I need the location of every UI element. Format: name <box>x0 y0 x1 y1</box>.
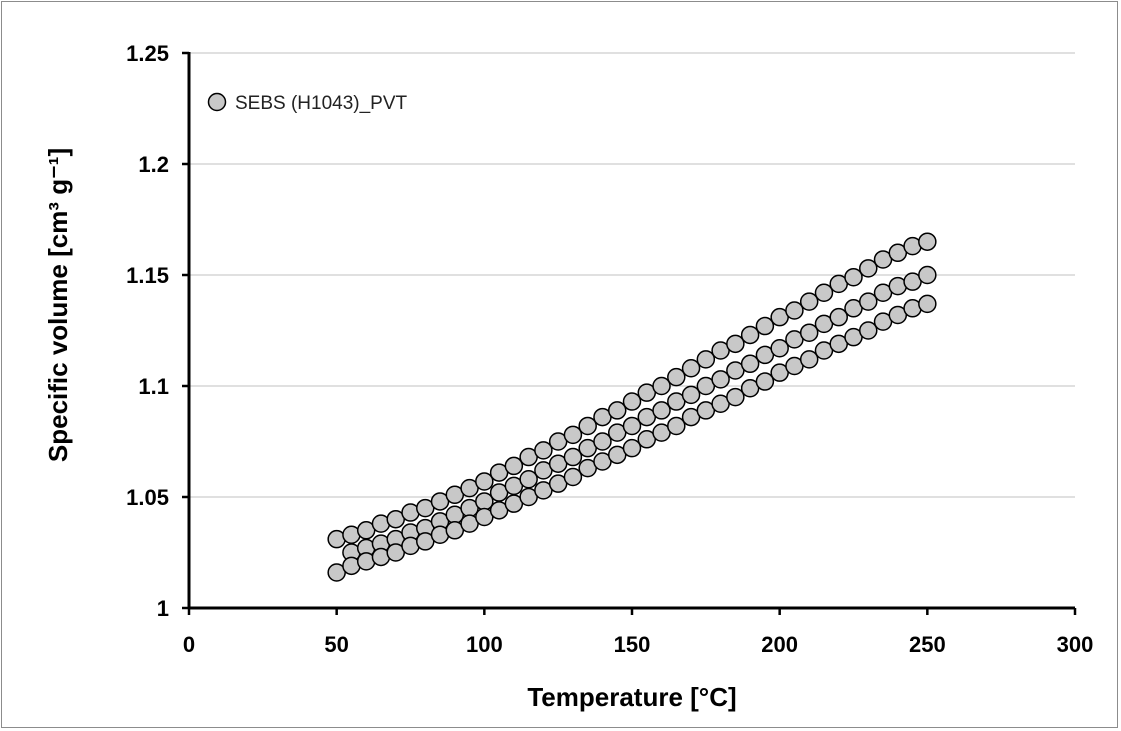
y-axis-title: Specific volume [cm³ g⁻¹] <box>43 148 73 462</box>
data-point <box>918 265 937 285</box>
y-tick-labels: 1 1.05 1.1 1.15 1.2 1.25 <box>126 41 169 621</box>
data-point <box>534 441 553 460</box>
y-tick-label-1: 1.05 <box>126 485 169 510</box>
data-point <box>785 301 804 320</box>
series-0 <box>327 232 937 549</box>
y-tick-label-0: 1 <box>157 596 169 621</box>
data-point <box>799 323 819 342</box>
data-point <box>711 370 730 389</box>
data-point <box>681 385 701 405</box>
data-point <box>622 438 642 458</box>
x-tick-label-0: 0 <box>183 632 195 657</box>
data-point <box>563 467 583 487</box>
data-point <box>740 325 760 345</box>
data-point <box>622 416 642 436</box>
data-point <box>726 334 745 354</box>
x-tick-label-4: 200 <box>761 632 798 657</box>
data-point <box>755 316 775 336</box>
data-point <box>696 350 716 369</box>
data-point <box>740 354 760 374</box>
data-point <box>799 292 819 311</box>
legend-label: SEBS (H1043)_PVT <box>235 93 408 114</box>
data-point <box>829 307 848 327</box>
gridlines <box>189 52 1075 498</box>
tick-marks <box>182 51 1077 615</box>
data-point <box>607 401 627 420</box>
data-point <box>918 232 937 251</box>
data-point <box>681 358 701 378</box>
series-1 <box>342 265 937 562</box>
data-point <box>814 283 834 303</box>
data-point <box>844 267 863 287</box>
y-tick-label-5: 1.25 <box>126 41 169 66</box>
x-tick-label-3: 150 <box>614 632 651 657</box>
data-point <box>475 492 494 511</box>
data-point <box>519 469 538 489</box>
data-point <box>622 392 642 411</box>
data-points <box>327 232 937 582</box>
y-tick-label-4: 1.2 <box>138 152 169 177</box>
legend: SEBS (H1043)_PVT <box>207 92 408 114</box>
x-tick-labels: 0 50 100 150 200 250 300 <box>183 632 1093 657</box>
data-point <box>799 350 819 369</box>
data-point <box>652 376 671 396</box>
y-tick-label-2: 1.1 <box>138 374 169 399</box>
data-point <box>859 259 878 278</box>
data-point <box>726 387 745 407</box>
data-point <box>563 447 583 467</box>
data-point <box>667 416 686 436</box>
legend-marker <box>207 92 227 112</box>
x-axis-title: Temperature [°C] <box>527 682 736 712</box>
y-tick-label-3: 1.15 <box>126 263 169 288</box>
data-point <box>859 292 878 311</box>
x-tick-label-6: 300 <box>1057 632 1094 657</box>
data-point <box>667 367 686 387</box>
series-2 <box>327 294 937 582</box>
data-point <box>475 472 494 491</box>
data-point <box>578 416 597 436</box>
data-point <box>504 456 524 476</box>
x-tick-label-2: 100 <box>466 632 503 657</box>
data-point <box>652 401 671 420</box>
data-point <box>593 432 612 451</box>
data-point <box>918 294 937 314</box>
data-point <box>563 425 583 445</box>
data-point <box>755 372 775 391</box>
data-point <box>770 339 789 358</box>
axes <box>187 52 1075 610</box>
data-point <box>859 321 878 340</box>
x-tick-label-1: 50 <box>324 632 348 657</box>
x-tick-label-5: 250 <box>909 632 946 657</box>
